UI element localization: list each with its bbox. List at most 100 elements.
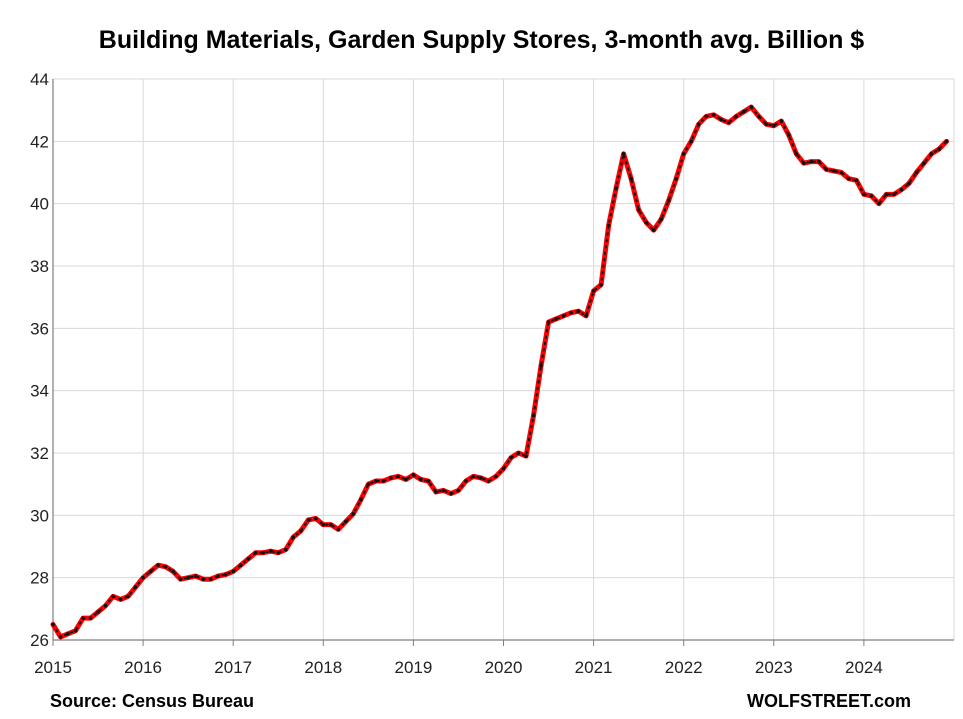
data-point xyxy=(359,497,363,502)
y-tick-label-36: 36 xyxy=(30,319,49,338)
x-tick-label-2019: 2019 xyxy=(394,658,432,677)
data-point xyxy=(674,176,678,181)
data-point xyxy=(681,152,686,156)
x-tick-label-2016: 2016 xyxy=(124,658,162,677)
data-point xyxy=(817,159,821,164)
data-point xyxy=(366,482,371,486)
data-point xyxy=(344,519,348,524)
data-point xyxy=(576,309,581,313)
source-note: Source: Census Bureau xyxy=(50,691,255,711)
data-point xyxy=(636,208,641,212)
x-tick-label-2018: 2018 xyxy=(304,658,342,677)
data-point xyxy=(396,474,401,479)
data-point xyxy=(719,117,724,122)
data-point xyxy=(81,616,85,620)
data-point xyxy=(591,289,596,293)
data-point xyxy=(621,152,626,156)
x-tick-label-2020: 2020 xyxy=(485,658,523,677)
data-point xyxy=(246,557,251,561)
data-point xyxy=(749,105,754,109)
y-tick-label-34: 34 xyxy=(30,382,49,401)
data-point xyxy=(509,455,513,460)
y-tick-label-32: 32 xyxy=(30,444,49,463)
x-tick-label-2021: 2021 xyxy=(575,658,613,677)
data-point xyxy=(922,161,926,165)
y-tick-label-40: 40 xyxy=(30,195,49,214)
data-point xyxy=(877,201,881,206)
data-point xyxy=(606,223,611,228)
data-point xyxy=(178,577,183,582)
y-tick-label-38: 38 xyxy=(30,257,49,276)
data-point xyxy=(494,474,498,479)
series-layer xyxy=(50,104,949,640)
data-point xyxy=(569,310,573,315)
data-point xyxy=(471,474,476,479)
data-point xyxy=(73,628,78,633)
data-point xyxy=(696,122,701,126)
data-point xyxy=(516,451,521,455)
data-point xyxy=(929,152,934,156)
data-point xyxy=(313,516,318,521)
data-point xyxy=(779,119,784,123)
data-point xyxy=(599,282,603,287)
data-point xyxy=(88,616,93,620)
y-tick-label-42: 42 xyxy=(30,132,49,151)
data-point xyxy=(186,575,190,580)
data-point xyxy=(666,198,671,203)
y-tick-label-26: 26 xyxy=(30,631,49,650)
data-point xyxy=(306,518,311,522)
data-point xyxy=(283,547,288,552)
data-point xyxy=(58,635,63,639)
data-point xyxy=(531,413,536,418)
data-point xyxy=(321,522,326,527)
data-point xyxy=(223,572,228,577)
data-point xyxy=(126,594,130,599)
x-tick-label-2017: 2017 xyxy=(214,658,252,677)
data-point xyxy=(291,535,296,539)
y-tick-label-28: 28 xyxy=(30,569,49,588)
tick-labels: 26 28 30 32 34 36 38 40 42 44 2015 2016 2017 2018 2019… xyxy=(30,70,883,677)
data-point xyxy=(884,192,889,197)
data-point xyxy=(704,114,709,119)
data-point xyxy=(276,550,281,555)
data-point xyxy=(907,181,911,186)
data-point xyxy=(726,120,731,125)
data-point xyxy=(937,147,941,151)
data-point xyxy=(389,476,393,480)
y-tick-label-44: 44 xyxy=(30,70,49,89)
data-point xyxy=(479,476,483,480)
data-point xyxy=(208,577,213,582)
data-point xyxy=(486,479,491,483)
data-point xyxy=(411,473,416,477)
data-point xyxy=(629,176,633,181)
data-point xyxy=(561,314,566,318)
data-point xyxy=(51,622,55,627)
data-point xyxy=(832,169,836,173)
data-point xyxy=(869,194,874,198)
data-point xyxy=(914,170,919,175)
data-point xyxy=(734,114,739,119)
data-point xyxy=(787,133,791,137)
data-point xyxy=(614,186,618,190)
data-point xyxy=(554,317,558,321)
data-point xyxy=(351,511,356,516)
data-point xyxy=(756,114,761,119)
data-point xyxy=(539,363,543,368)
y-tick-label-30: 30 xyxy=(30,506,49,525)
data-point xyxy=(141,575,145,580)
data-point xyxy=(419,477,423,482)
data-point xyxy=(231,569,235,574)
series-dots-0 xyxy=(52,105,948,639)
data-point xyxy=(802,161,806,165)
data-point xyxy=(794,152,799,156)
data-point xyxy=(238,563,243,567)
data-point xyxy=(944,139,949,144)
data-point xyxy=(546,320,551,324)
data-point xyxy=(711,113,716,117)
data-point xyxy=(847,176,851,181)
data-point xyxy=(216,574,220,578)
axes xyxy=(52,79,954,646)
data-point xyxy=(839,170,844,175)
data-point xyxy=(381,479,386,483)
data-point xyxy=(524,454,528,458)
